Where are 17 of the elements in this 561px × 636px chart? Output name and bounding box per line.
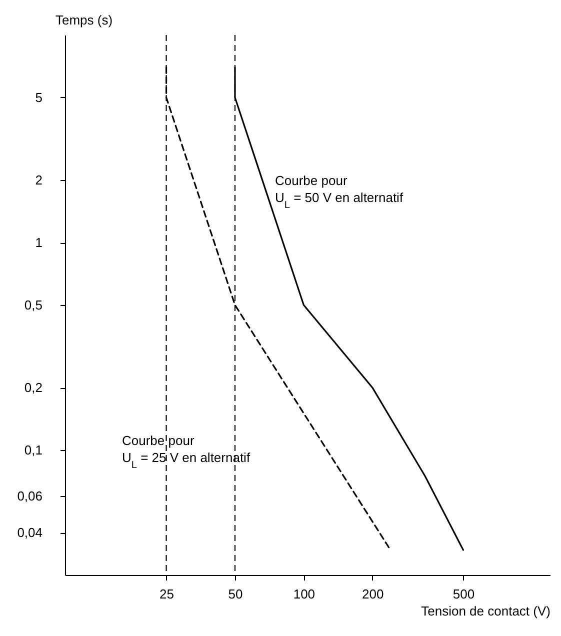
annotation: Courbe pour U$_{L}$ = 50 V en alternatif — [275, 173, 404, 210]
y-tick-label: 5 — [35, 90, 42, 105]
y-tick-label: 0,06 — [17, 488, 42, 504]
x-tick-label: 200 — [362, 586, 384, 602]
x-tick-label: 25 — [160, 586, 174, 602]
x-tick-label: 100 — [293, 586, 316, 602]
y-tick-label: 0,2 — [24, 380, 42, 396]
y-tick-label: 0,04 — [17, 525, 42, 540]
y-axis-title: Temps (s) — [56, 12, 113, 28]
y-tick-label: 0,1 — [24, 442, 42, 458]
x-tick-label: 500 — [452, 586, 475, 602]
annotation: Courbe pour U$_{L}$ = 25 V en alternatif — [122, 433, 250, 470]
y-tick-label: 2 — [35, 172, 42, 188]
x-axis-title: Tension de contact (V) — [421, 604, 550, 618]
y-tick-label: 0,5 — [24, 298, 42, 312]
x-tick-label: 50 — [228, 586, 243, 602]
y-tick-label: 1 — [35, 235, 42, 250]
